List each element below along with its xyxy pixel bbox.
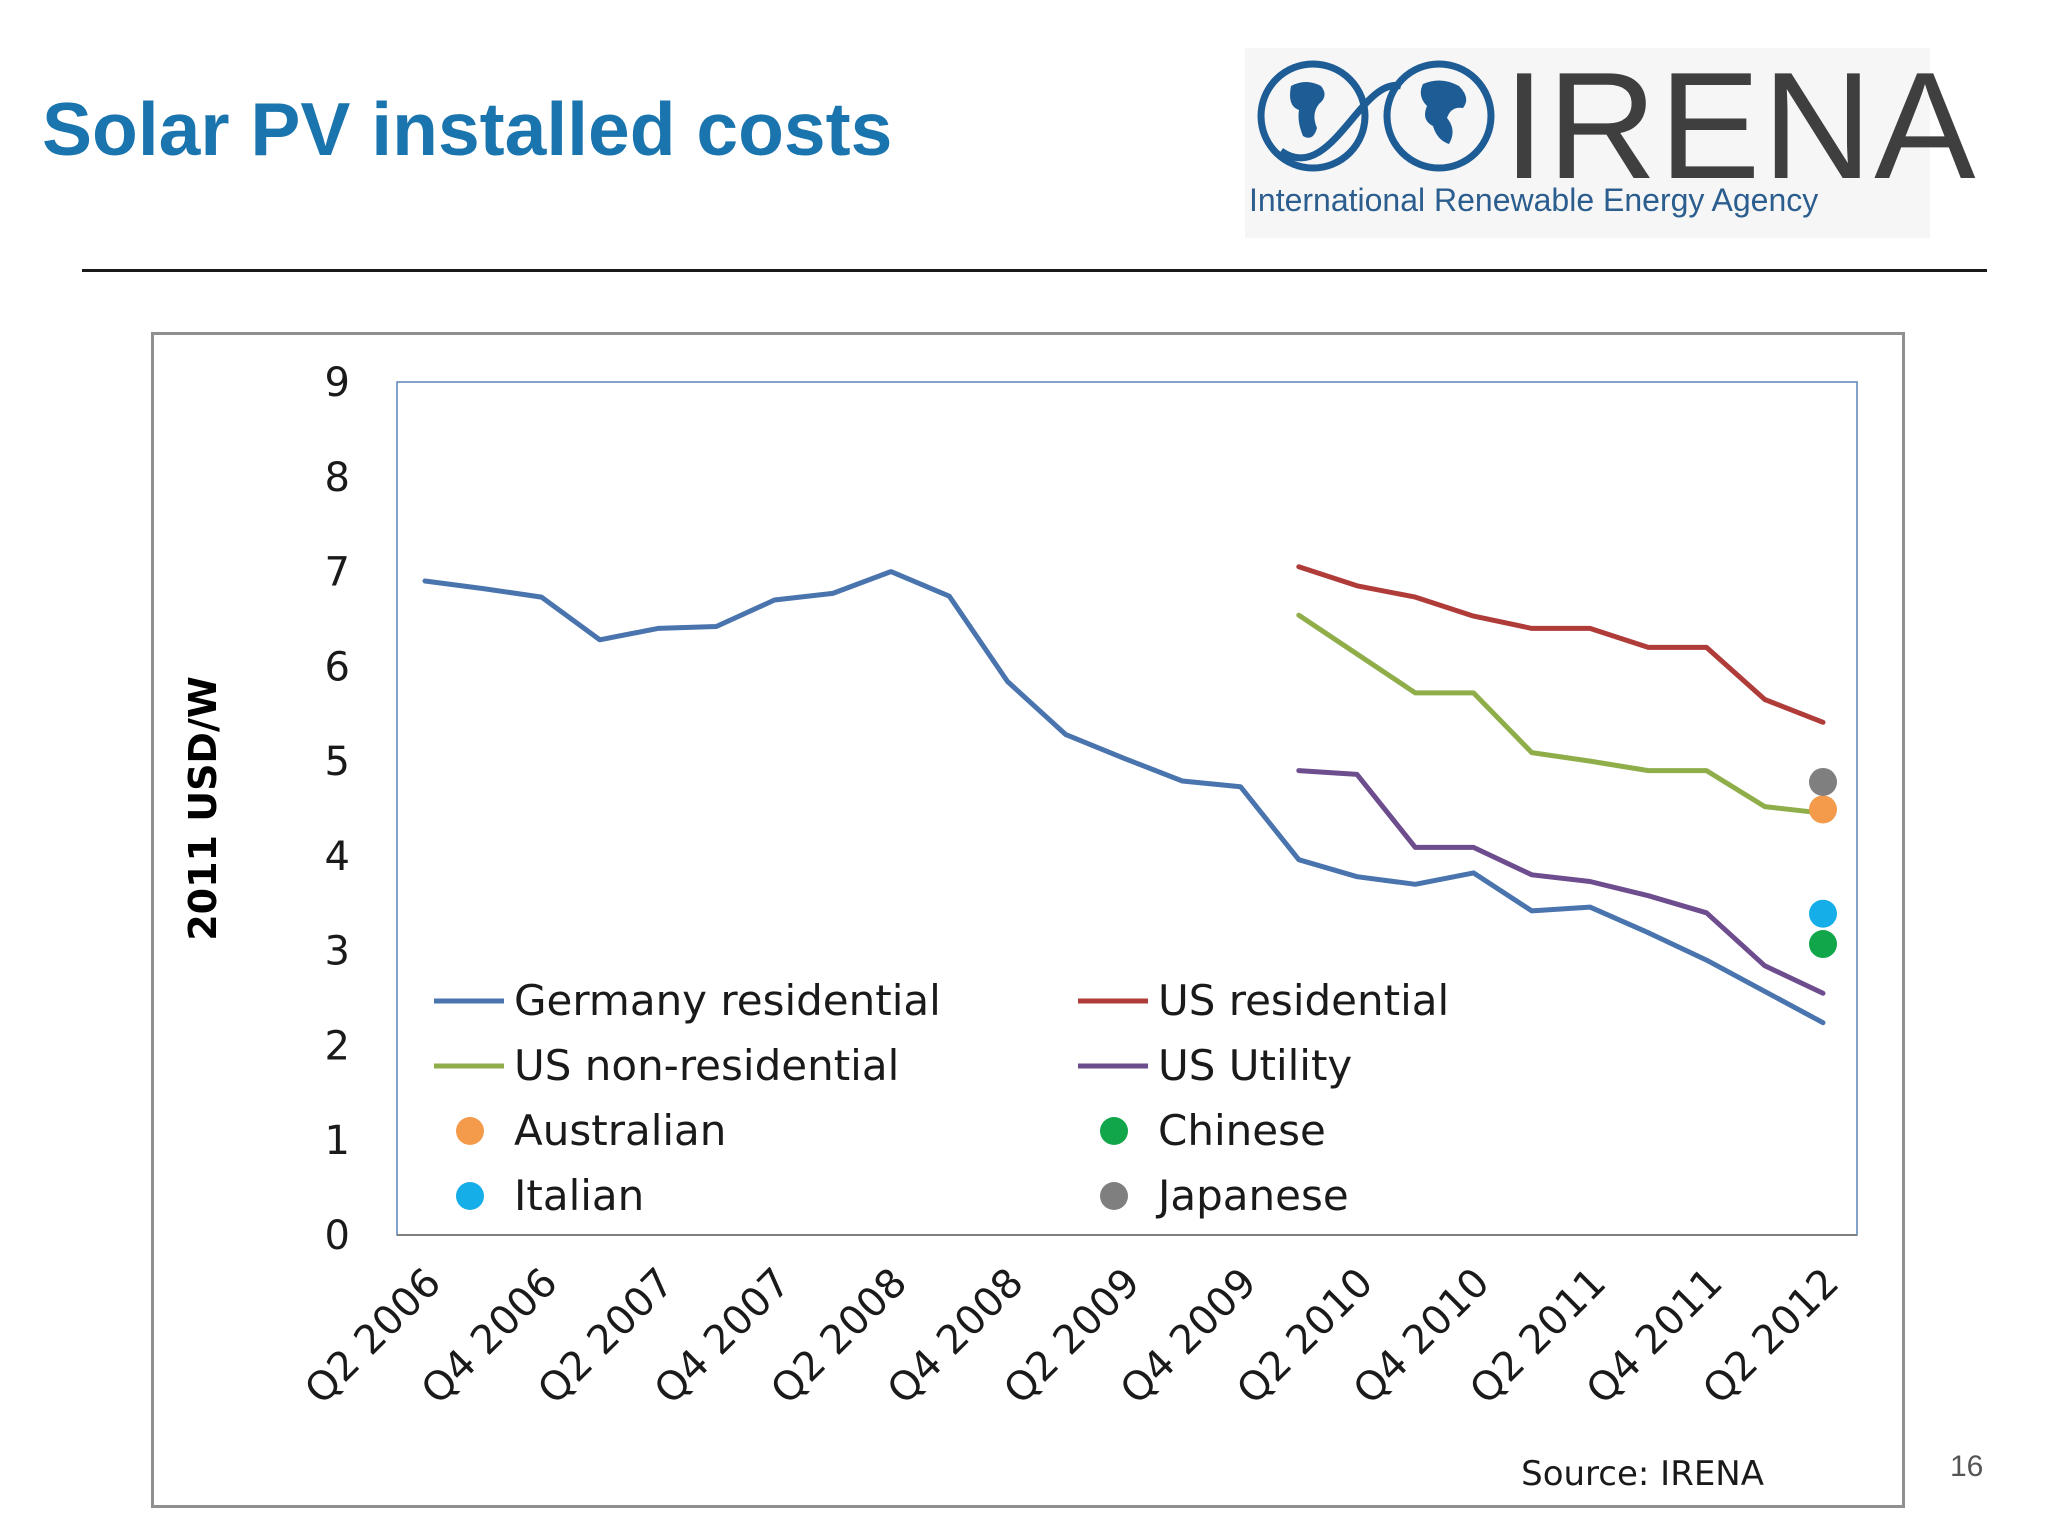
series-line-germany-residential <box>422 569 1826 1026</box>
irena-logo: IRENA International Renewable Energy Age… <box>1245 48 1976 238</box>
legend-label-japanese: Japanese <box>1155 1171 1349 1220</box>
legend-label-us-utility: US Utility <box>1158 1041 1352 1090</box>
y-tick-label: 5 <box>325 739 350 785</box>
logo-wordmark: IRENA <box>1503 41 1978 211</box>
legend-label-italian: Italian <box>514 1171 644 1220</box>
legend-swatch-australian <box>456 1117 484 1145</box>
legend-label-germany-residential: Germany residential <box>514 976 941 1025</box>
series-line-us-utility <box>1296 768 1826 996</box>
logo-subtitle: International Renewable Energy Agency <box>1249 182 1819 218</box>
data-point-japanese <box>1809 767 1837 796</box>
chart-frame: 0 1 2 3 4 5 6 7 8 9 2011 USD/W Q2 2006 Q4 2006 Q2 200… <box>151 332 1905 1508</box>
header-divider <box>82 269 1987 272</box>
data-point-australian <box>1809 795 1837 824</box>
y-tick-label: 8 <box>325 455 350 501</box>
data-point-chinese <box>1809 930 1837 959</box>
data-point-italian <box>1809 899 1837 928</box>
series-line-us-non-residential <box>1296 612 1826 816</box>
series-line-us-residential <box>1296 564 1826 725</box>
slide-title: Solar PV installed costs <box>42 87 893 171</box>
legend-label-chinese: Chinese <box>1158 1106 1326 1155</box>
y-tick-label: 1 <box>325 1118 350 1164</box>
page-number: 16 <box>1950 1450 1984 1483</box>
legend-swatch-italian <box>456 1182 484 1210</box>
y-tick-label: 6 <box>325 644 350 690</box>
legend-swatch-japanese <box>1100 1182 1128 1210</box>
y-tick-label: 7 <box>325 550 350 596</box>
y-tick-label: 0 <box>325 1213 350 1259</box>
y-tick-label: 2 <box>325 1023 350 1069</box>
y-axis-title: 2011 USD/W <box>181 676 225 941</box>
globe-infinity-icon <box>1257 60 1495 172</box>
y-tick-label: 9 <box>325 360 350 406</box>
y-tick-label: 3 <box>325 929 350 975</box>
legend-swatch-chinese <box>1100 1117 1128 1145</box>
legend-label-us-non-residential: US non-residential <box>514 1041 899 1090</box>
legend-label-australian: Australian <box>514 1106 726 1155</box>
legend-label-us-residential: US residential <box>1158 976 1449 1025</box>
chart-source: Source: IRENA <box>1521 1454 1764 1494</box>
y-tick-label: 4 <box>325 834 350 880</box>
